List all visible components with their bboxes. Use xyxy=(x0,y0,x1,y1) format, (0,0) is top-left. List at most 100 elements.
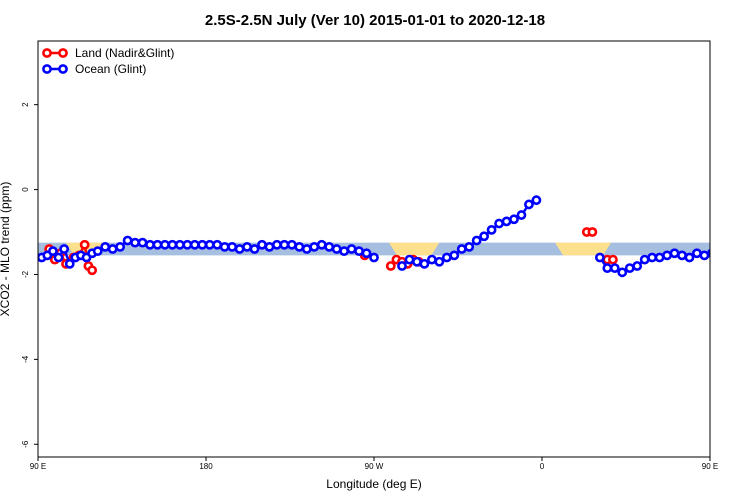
ocean-point xyxy=(257,239,267,250)
y-tick-label: -2 xyxy=(21,270,30,278)
ocean-point xyxy=(309,241,320,252)
ocean-point xyxy=(412,256,422,267)
land-band-segment xyxy=(388,242,440,256)
ocean-point xyxy=(716,250,723,257)
x-tick-label: 90 E xyxy=(702,462,718,471)
ocean-point xyxy=(669,248,680,259)
ocean-point xyxy=(639,254,650,265)
legend-item-land: Land (Nadir&Glint) xyxy=(42,46,174,60)
x-axis-title: Longitude (deg E) xyxy=(326,477,421,491)
ocean-point xyxy=(227,241,238,252)
legend-label: Land (Nadir&Glint) xyxy=(75,46,174,60)
legend-label: Ocean (Glint) xyxy=(75,62,146,76)
ocean-point xyxy=(441,252,452,263)
ocean-point xyxy=(212,239,223,250)
ocean-point xyxy=(624,263,635,274)
ocean-point xyxy=(167,239,178,250)
land-point xyxy=(385,261,396,271)
ocean-point xyxy=(174,239,185,250)
ocean-point xyxy=(684,252,695,263)
ocean-point xyxy=(692,248,702,259)
ocean-point xyxy=(219,241,230,252)
ocean-point xyxy=(617,267,628,278)
ocean-point xyxy=(509,214,519,225)
ocean-point xyxy=(524,199,534,210)
ocean-line-segment xyxy=(401,199,538,267)
ocean-point xyxy=(397,261,407,271)
ocean-point xyxy=(242,241,252,252)
x-tick-label: 0 xyxy=(540,462,545,471)
legend-marker xyxy=(42,64,52,74)
ocean-point xyxy=(294,241,305,252)
ocean-point xyxy=(594,252,605,263)
ocean-point xyxy=(137,237,148,248)
ocean-point xyxy=(64,258,75,269)
ocean-point xyxy=(204,239,215,250)
ocean-point xyxy=(516,210,527,220)
ocean-point xyxy=(426,254,437,265)
ocean-point xyxy=(107,244,118,254)
land-point xyxy=(87,265,98,276)
ocean-point xyxy=(189,239,200,250)
ocean-point xyxy=(699,250,710,261)
ocean-point xyxy=(361,248,372,259)
legend-marker xyxy=(58,64,68,74)
ocean-point xyxy=(122,235,133,246)
ocean-point xyxy=(234,244,245,254)
ocean-point xyxy=(647,252,658,263)
ocean-point xyxy=(286,239,297,250)
ocean-point xyxy=(531,195,542,206)
y-axis-title: XCO2 - MLO trend (ppm) xyxy=(0,182,12,317)
legend-marker xyxy=(42,48,52,58)
ocean-point xyxy=(706,248,710,258)
ocean-point xyxy=(471,235,482,246)
ocean-point xyxy=(419,258,430,269)
ocean-point xyxy=(632,261,643,271)
ocean-point xyxy=(53,252,64,263)
ocean-point xyxy=(456,244,467,254)
x-tick-label: 180 xyxy=(199,462,213,471)
ocean-point xyxy=(654,252,665,263)
y-tick-label: -6 xyxy=(21,440,30,448)
y-tick-label: 0 xyxy=(21,187,30,192)
ocean-point xyxy=(662,250,672,261)
chart-title: 2.5S-2.5N July (Ver 10) 2015-01-01 to 20… xyxy=(205,12,545,29)
ocean-point xyxy=(100,241,111,252)
ocean-point xyxy=(59,244,70,254)
ocean-point xyxy=(152,239,163,250)
land-point xyxy=(79,239,90,250)
ocean-point xyxy=(145,239,155,250)
ocean-point xyxy=(404,254,415,265)
ocean-point xyxy=(479,231,490,242)
ocean-point xyxy=(354,246,364,257)
legend: Land (Nadir&Glint) Ocean (Glint) xyxy=(42,46,174,76)
ocean-point xyxy=(301,244,312,254)
ocean-point xyxy=(324,241,335,252)
ocean-point xyxy=(197,239,208,250)
ocean-point xyxy=(723,248,730,255)
ocean-point xyxy=(264,241,275,252)
ocean-point xyxy=(339,246,350,257)
legend-marker xyxy=(58,48,68,58)
ocean-point xyxy=(316,239,327,250)
ocean-point xyxy=(609,263,620,274)
legend-item-ocean: Ocean (Glint) xyxy=(42,62,146,76)
ocean-point xyxy=(677,250,687,261)
ocean-point xyxy=(449,250,460,261)
ocean-point xyxy=(160,239,170,250)
ocean-point xyxy=(48,246,58,257)
ocean-point xyxy=(738,243,745,250)
ocean-point xyxy=(182,239,193,250)
ocean-point xyxy=(115,241,126,252)
land-point xyxy=(587,227,598,237)
ocean-series xyxy=(38,195,745,278)
ocean-point xyxy=(130,237,140,248)
ocean-point xyxy=(501,216,512,227)
land-band-segment xyxy=(555,242,612,256)
ocean-point xyxy=(494,218,504,229)
ocean-point xyxy=(731,245,738,252)
y-tick-label: -4 xyxy=(21,355,30,363)
ocean-point xyxy=(279,239,290,250)
ocean-point xyxy=(464,241,475,252)
